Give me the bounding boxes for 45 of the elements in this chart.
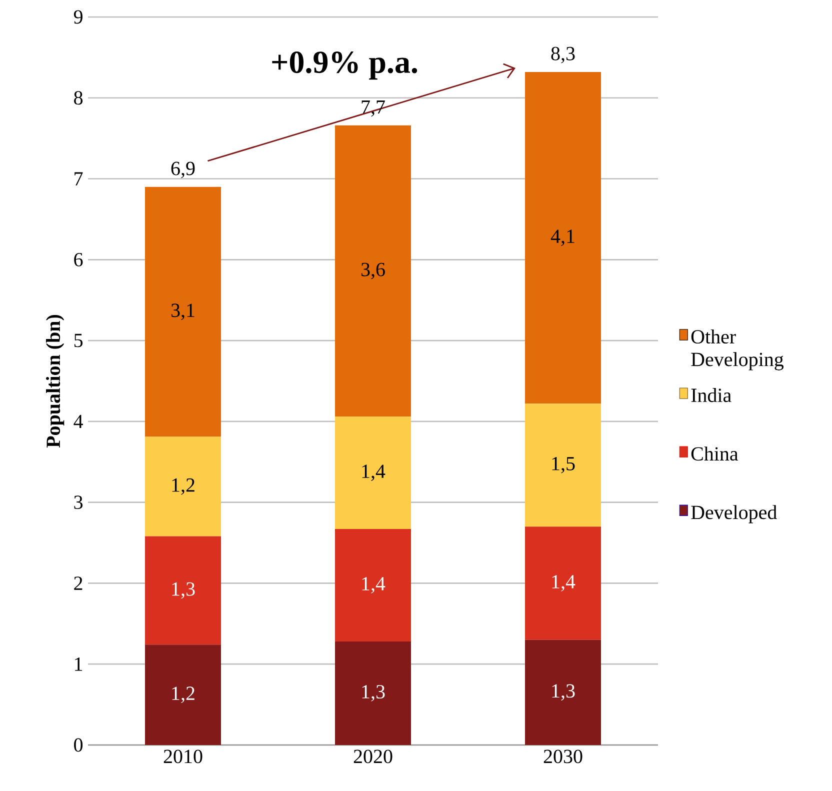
data-label: 1,3 (362, 685, 385, 702)
bar (335, 416, 412, 530)
legend-label: Other Developing (691, 329, 784, 370)
y-axis-title: Popualtion (bn) (46, 314, 64, 448)
bar (525, 640, 601, 745)
data-label: 3,6 (361, 262, 385, 280)
data-label: 1,4 (552, 575, 576, 592)
y-tick-label: 6 (74, 252, 83, 266)
x-tick-label: 2020 (354, 750, 392, 764)
bar (335, 125, 412, 417)
data-label: 3,1 (171, 304, 194, 320)
bar (145, 436, 222, 536)
bar (525, 526, 601, 640)
y-tick-label: 4 (74, 414, 83, 428)
y-tick-label: 0 (74, 738, 83, 752)
data-label: 1,2 (172, 478, 194, 495)
y-tick-label: 5 (74, 334, 83, 348)
legend-label: China (691, 446, 738, 461)
bar (525, 404, 601, 527)
legend-label: Developed (691, 505, 777, 524)
x-tick-label: 2030 (544, 750, 582, 764)
y-tick-label: 3 (74, 496, 83, 510)
annotation: +0.9% p.a. (272, 51, 418, 80)
total-label: 8,3 (551, 46, 575, 64)
data-label: 4,1 (550, 230, 574, 246)
y-tick-label: 2 (74, 576, 82, 590)
data-label: 1,2 (172, 686, 194, 703)
data-label: 1,3 (172, 582, 195, 599)
y-tick-label: 9 (74, 10, 82, 24)
data-label: 1,4 (362, 577, 386, 594)
y-tick-label: 7 (74, 172, 83, 186)
bar (525, 72, 601, 404)
y-tick-label: 8 (74, 91, 83, 105)
y-tick-label: 1 (75, 658, 82, 671)
bar (145, 186, 222, 437)
bar (335, 641, 412, 745)
bar (335, 529, 412, 642)
legend-label: India (691, 388, 732, 402)
x-tick-label: 2010 (164, 750, 202, 764)
data-label: 1,5 (552, 456, 575, 474)
data-label: 1,3 (552, 684, 575, 701)
data-label: 1,4 (362, 464, 386, 481)
bar (145, 644, 222, 745)
bar (145, 536, 222, 645)
total-label: 6,9 (171, 162, 195, 178)
